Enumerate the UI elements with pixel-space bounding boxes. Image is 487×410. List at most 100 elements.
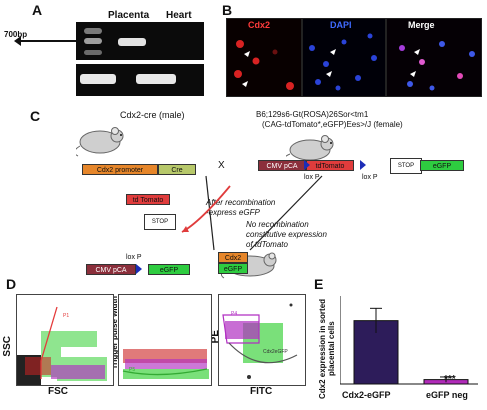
flow-event <box>51 365 105 379</box>
arrowhead-icon <box>410 71 416 77</box>
dapi-nucleus <box>355 75 361 81</box>
label-merge: Merge <box>408 20 435 30</box>
panel-c-letter: C <box>30 108 41 124</box>
merge-nucleus <box>429 85 435 91</box>
cre-box: Cre <box>158 164 196 175</box>
loxp-label-2: lox P <box>362 174 378 181</box>
norec-label-2: constitutive expression <box>246 230 327 239</box>
flow-plot-fitc-pe: P4 Cdx2eGFP <box>218 294 306 386</box>
tdtomato-free-box: td Tomato <box>126 194 170 205</box>
significance-label: *** <box>444 374 456 385</box>
arrowhead-icon <box>414 49 420 55</box>
marker-label: 700bp <box>4 30 28 39</box>
gel-band <box>84 28 102 34</box>
arrowhead-icon <box>326 71 332 77</box>
dapi-nucleus <box>367 33 373 39</box>
female-label-2: (CAG-tdTomato*,eGFP)Ees>/J (female) <box>262 120 403 129</box>
panel-d-letter: D <box>6 276 17 292</box>
micro-merge <box>386 18 482 97</box>
bars-group <box>353 307 469 385</box>
dapi-nucleus <box>309 45 315 51</box>
loxp-label-3: lox P <box>126 254 142 261</box>
fsc-label: FSC <box>48 386 68 397</box>
cdx2-nucleus <box>252 57 260 65</box>
male-label: Cdx2-cre (male) <box>120 110 185 120</box>
mouse-male-icon <box>76 127 124 157</box>
ssc-label: SSC <box>2 336 13 357</box>
gate-p1: P1 <box>63 313 69 319</box>
merge-nucleus <box>419 59 425 65</box>
cmv-pca2-box: CMV pCA <box>86 264 136 275</box>
xlabel-egfp: eGFP neg <box>426 390 468 400</box>
arrowhead-icon <box>244 51 250 57</box>
pup-egfp-box: eGFP <box>218 263 248 274</box>
marker-arrow-head <box>14 36 21 46</box>
gate-cdx2: Cdx2eGFP <box>263 349 288 355</box>
xlabel-cdx2: Cdx2-eGFP <box>342 390 391 400</box>
pup-cdx2-box: Cdx2 <box>218 252 248 263</box>
marker-arrow <box>20 40 76 42</box>
flow-plot-tpw: P5 <box>118 294 212 386</box>
norec-label-3: of tdTomato <box>246 240 288 249</box>
loxp-triangle <box>136 264 142 274</box>
arrowhead-icon <box>242 81 248 87</box>
norec-label-1: No recombination <box>246 220 309 229</box>
panel-b-letter: B <box>222 2 233 18</box>
dapi-nucleus <box>315 79 321 85</box>
flow-plot-3-svg: P4 Cdx2eGFP <box>222 303 298 379</box>
loxp-triangle <box>304 160 310 170</box>
cdx2-promoter-box: Cdx2 promoter <box>82 164 158 175</box>
gate-p5: P5 <box>129 367 135 373</box>
flow-event <box>289 303 293 307</box>
label-dapi: DAPI <box>330 20 352 30</box>
dapi-nucleus <box>371 55 377 61</box>
micro-nuclei-svg <box>234 33 475 91</box>
merge-nucleus <box>407 81 413 87</box>
loxp-label-1: lox P <box>304 174 320 181</box>
e-ylabel: Cdx2 expression in sorted placental cell… <box>318 298 336 400</box>
egfp2-box: eGFP <box>148 264 190 275</box>
mouse-female-icon <box>286 135 334 163</box>
cross-symbol: X <box>218 160 225 171</box>
flow-plot-2-svg: P5 <box>122 349 209 379</box>
bar-chart-svg: 020406080100 <box>340 296 478 385</box>
flow-event <box>125 359 207 369</box>
flow-plot-fsc-ssc: P1 <box>16 294 114 386</box>
cdx2-nucleus <box>236 40 244 48</box>
dapi-nucleus <box>335 85 341 91</box>
panel-a-letter: A <box>32 2 43 18</box>
panel-e-letter: E <box>314 276 324 292</box>
flow-event <box>25 357 51 375</box>
dapi-nucleus <box>341 39 347 45</box>
loxp-triangle <box>360 160 366 170</box>
flow-event <box>41 331 97 347</box>
express-label: -express eGFP <box>206 208 260 217</box>
fitc-label: FITC <box>250 386 273 397</box>
female-label-1: B6;129s6-Gt(ROSA)26Sor<tm1 <box>256 110 369 119</box>
merge-nucleus <box>457 73 463 79</box>
dapi-nucleus <box>323 61 329 67</box>
cdx2-nucleus <box>286 82 294 90</box>
arrowhead-icon <box>330 49 336 55</box>
merge-nucleus <box>399 45 405 51</box>
gel-band <box>136 74 176 84</box>
after-label: After recombination <box>206 198 276 207</box>
gel-band <box>80 74 116 84</box>
gel-band <box>84 50 102 55</box>
flow-plot-1-svg: P1 <box>17 306 107 385</box>
flow-event <box>247 375 251 379</box>
label-cdx2: Cdx2 <box>248 20 271 30</box>
cdx2-nucleus <box>272 49 278 55</box>
gel-band <box>118 38 146 46</box>
flow-event <box>225 321 259 339</box>
lane-label-heart: Heart <box>166 10 192 21</box>
merge-nucleus <box>469 51 475 57</box>
egfp-box: eGFP <box>420 160 464 171</box>
cdx2-nucleus <box>234 70 242 78</box>
lane-label-placenta: Placenta <box>108 10 150 21</box>
stop-free-box: STOP <box>144 214 176 230</box>
merge-nucleus <box>439 41 445 47</box>
gate-p4: P4 <box>231 311 237 317</box>
gel-band <box>84 38 102 44</box>
